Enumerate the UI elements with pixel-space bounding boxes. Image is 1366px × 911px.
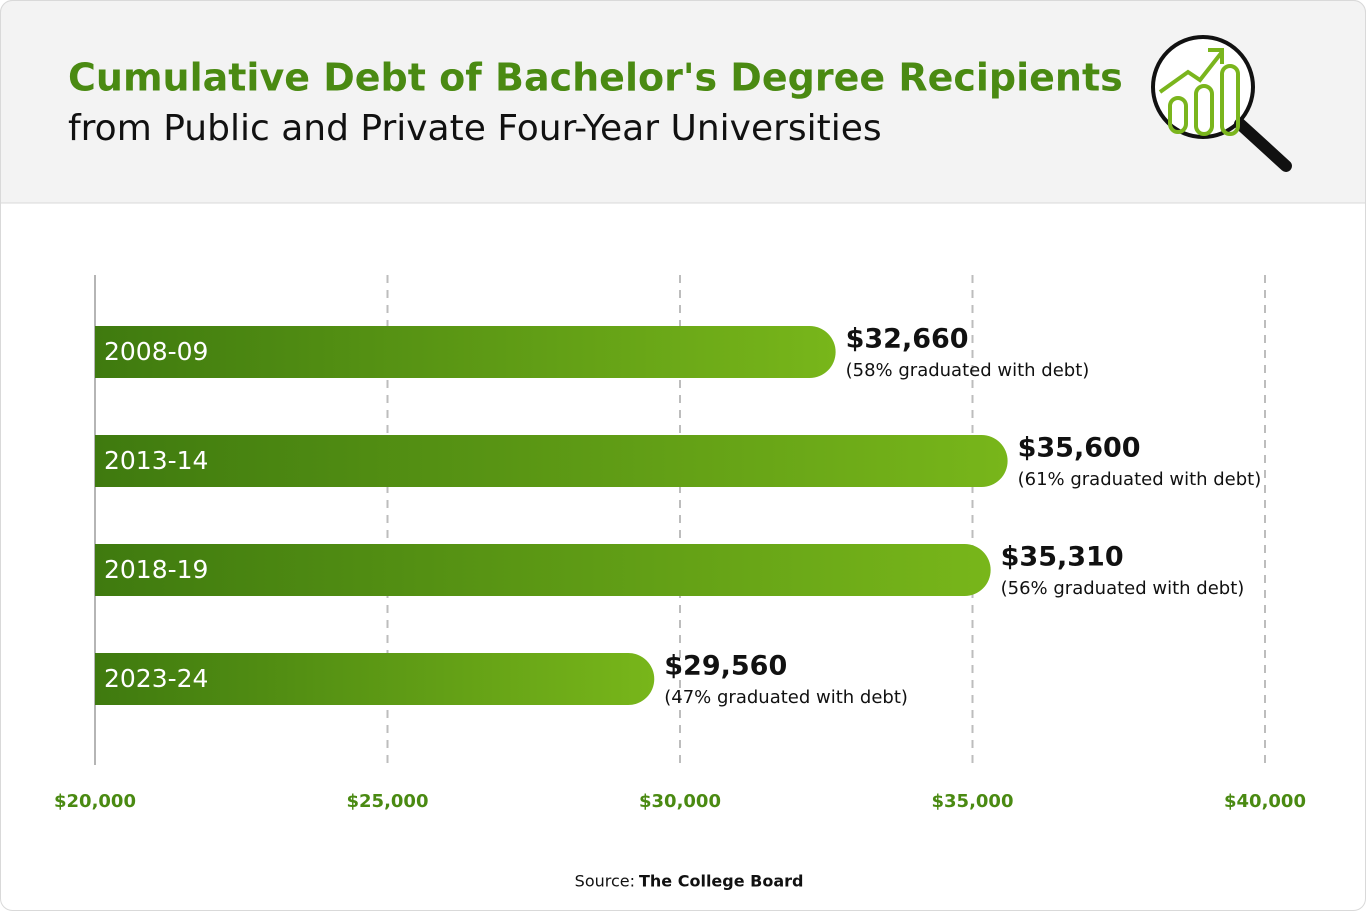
header-band [0,0,1366,204]
magnifier-icon [1151,35,1292,172]
chart-title: Cumulative Debt of Bachelor's Degree Rec… [68,56,1123,100]
x-tick-label: $35,000 [932,791,1014,812]
annotation: (47% graduated with debt) [664,687,908,708]
bar [95,326,836,378]
category-label: 2018-19 [104,555,208,584]
category-label: 2008-09 [104,337,208,366]
bar [95,435,1008,487]
source-label: Source: [575,872,635,891]
annotation: (58% graduated with debt) [846,360,1090,381]
source: The College Board [639,872,803,891]
value-label: $29,560 [664,651,787,682]
annotation: (56% graduated with debt) [1001,578,1245,599]
value-label: $35,600 [1018,433,1141,464]
x-tick-label: $25,000 [347,791,429,812]
annotation: (61% graduated with debt) [1018,469,1262,490]
x-tick-label: $40,000 [1224,791,1306,812]
bar [95,653,655,705]
x-tick-label: $30,000 [639,791,721,812]
bar [95,544,991,596]
category-label: 2023-24 [104,664,208,693]
chart-subtitle: from Public and Private Four-Year Univer… [68,108,882,149]
value-label: $35,310 [1001,542,1124,573]
category-label: 2013-14 [104,446,208,475]
x-tick-label: $20,000 [54,791,136,812]
value-label: $32,660 [846,324,969,355]
